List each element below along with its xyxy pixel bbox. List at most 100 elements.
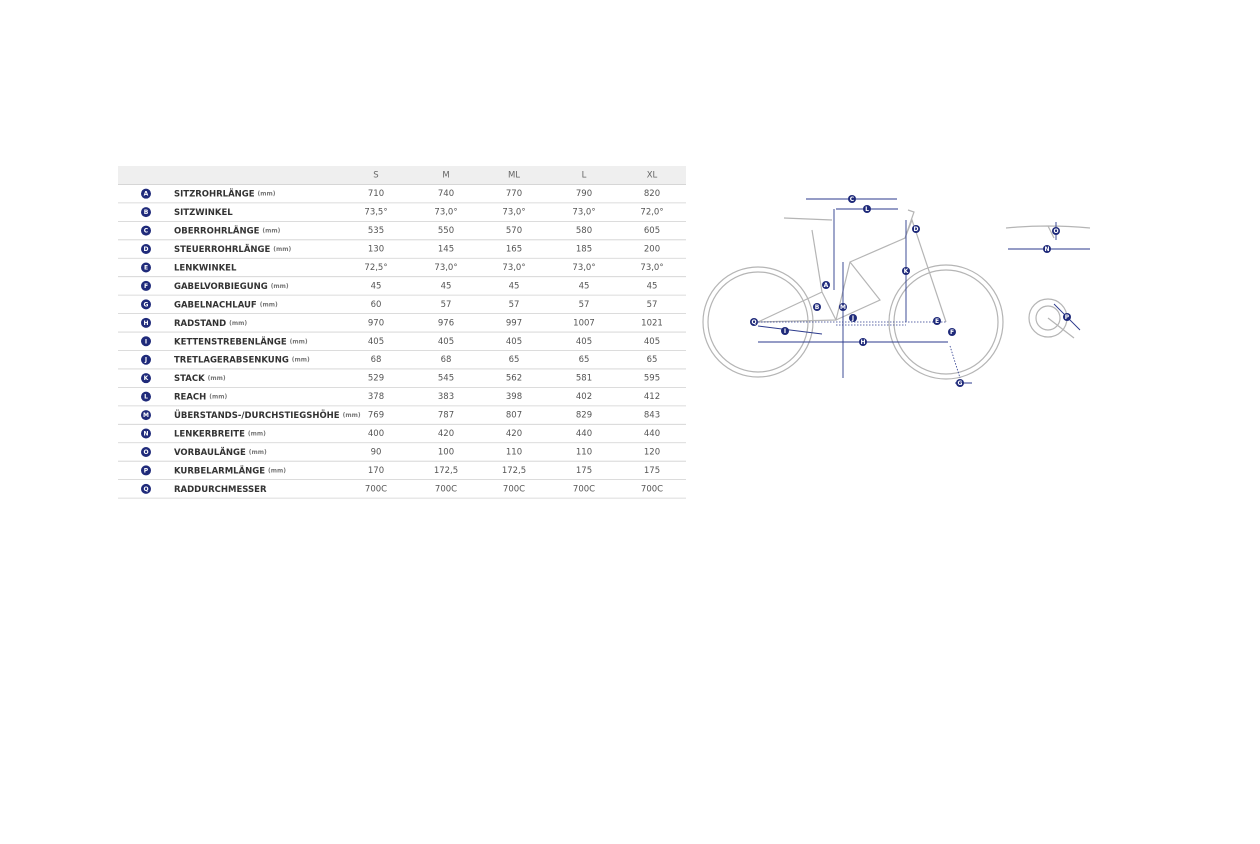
cell-value: 65	[579, 355, 590, 365]
row-name-text: GABELVORBIEGUNG	[174, 281, 268, 291]
cell-value: 405	[438, 337, 454, 347]
row-name-text: SITZWINKEL	[174, 208, 233, 218]
cell-value: 740	[438, 189, 454, 199]
row-letter: I	[145, 338, 147, 345]
diagram-badge	[956, 379, 964, 387]
cell-value: 440	[576, 429, 592, 439]
cell-value: 970	[368, 318, 384, 328]
diagram-badge	[1063, 313, 1071, 321]
cell-value: 57	[441, 300, 452, 310]
cell-value: 580	[576, 226, 592, 236]
diagram-label: L	[865, 206, 869, 213]
letter-badge	[141, 262, 151, 273]
cell-value: 535	[368, 226, 384, 236]
cell-value: 700C	[641, 484, 663, 494]
column-header: M	[442, 171, 449, 181]
cell-value: 378	[368, 392, 384, 402]
diagram-label: I	[784, 328, 786, 335]
cell-value: 110	[576, 447, 592, 457]
cell-value: 57	[509, 300, 520, 310]
row-letter: A	[144, 191, 149, 198]
letter-badge	[141, 428, 151, 439]
cell-value: 172,5	[434, 466, 458, 476]
row-name: STEUERROHRLÄNGE (mm)	[174, 244, 292, 255]
row-letter: H	[143, 320, 148, 327]
cell-value: 700C	[503, 484, 525, 494]
cell-value: 400	[368, 429, 384, 439]
row-unit: (mm)	[290, 338, 308, 345]
diagram-badge	[902, 267, 910, 275]
row-letter: L	[144, 394, 148, 401]
row-name: VORBAULÄNGE (mm)	[174, 446, 267, 457]
column-header: ML	[508, 171, 520, 181]
letter-badge	[141, 446, 151, 457]
diagram-label: G	[958, 380, 963, 387]
cell-value: 57	[579, 300, 590, 310]
row-unit: (mm)	[208, 375, 226, 382]
cell-value: 73,0°	[434, 263, 457, 273]
row-letter: M	[143, 412, 149, 419]
cell-value: 807	[506, 411, 522, 421]
row-name: STACK (mm)	[174, 374, 226, 384]
letter-badge	[141, 299, 151, 310]
cell-value: 820	[644, 189, 660, 199]
cell-value: 405	[368, 337, 384, 347]
cell-value: 45	[647, 281, 658, 291]
cell-value: 200	[644, 245, 660, 255]
cell-value: 73,0°	[640, 263, 663, 273]
row-name-text: GABELNACHLAUF	[174, 300, 257, 310]
cell-value: 1007	[573, 318, 595, 328]
cell-value: 45	[579, 281, 590, 291]
cell-value: 843	[644, 411, 660, 421]
diagram-badge	[813, 303, 821, 311]
column-header: XL	[647, 171, 658, 181]
cell-value: 57	[647, 300, 658, 310]
row-name-text: ÜBERSTANDS-/DURCHSTIEGSHÖHE	[174, 410, 340, 421]
cell-value: 73,0°	[572, 263, 595, 273]
row-letter: D	[144, 246, 149, 253]
cell-value: 605	[644, 226, 660, 236]
diagram-label: A	[824, 282, 829, 289]
letter-badge	[141, 207, 151, 218]
diagram-label: P	[1065, 314, 1070, 321]
cell-value: 170	[368, 466, 384, 476]
diagram-label: D	[914, 226, 919, 233]
cell-value: 700C	[435, 484, 457, 494]
cell-value: 73,0°	[572, 208, 595, 218]
cell-value: 72,0°	[640, 208, 663, 218]
letter-badge	[141, 188, 151, 199]
letter-badge	[141, 225, 151, 236]
letter-badge	[141, 354, 151, 365]
letter-badge	[141, 483, 151, 494]
diagram-label: M	[840, 304, 846, 311]
cell-value: 420	[438, 429, 454, 439]
cell-value: 770	[506, 189, 522, 199]
diagram-label: E	[935, 318, 939, 325]
row-unit: (mm)	[249, 448, 267, 455]
cell-value: 68	[441, 355, 452, 365]
cell-value: 976	[438, 318, 454, 328]
row-name: RADDURCHMESSER	[174, 484, 267, 494]
cell-value: 73,0°	[434, 208, 457, 218]
cell-value: 997	[506, 318, 522, 328]
diagram-badge	[859, 338, 867, 346]
cell-value: 110	[506, 447, 522, 457]
letter-badge	[141, 373, 151, 384]
cell-value: 405	[644, 337, 660, 347]
letter-badge	[141, 317, 151, 328]
row-letter: C	[144, 228, 149, 235]
cell-value: 545	[438, 374, 454, 384]
row-letter: G	[144, 301, 149, 308]
cell-value: 65	[509, 355, 520, 365]
cell-value: 420	[506, 429, 522, 439]
cell-value: 595	[644, 374, 660, 384]
diagram-badge	[848, 195, 856, 203]
row-name: KURBELARMLÄNGE (mm)	[174, 465, 286, 476]
cell-value: 60	[371, 300, 382, 310]
row-unit: (mm)	[209, 393, 227, 400]
cell-value: 73,5°	[364, 208, 387, 218]
row-name-text: KETTENSTREBENLÄNGE	[174, 336, 287, 347]
diagram-badge	[839, 303, 847, 311]
